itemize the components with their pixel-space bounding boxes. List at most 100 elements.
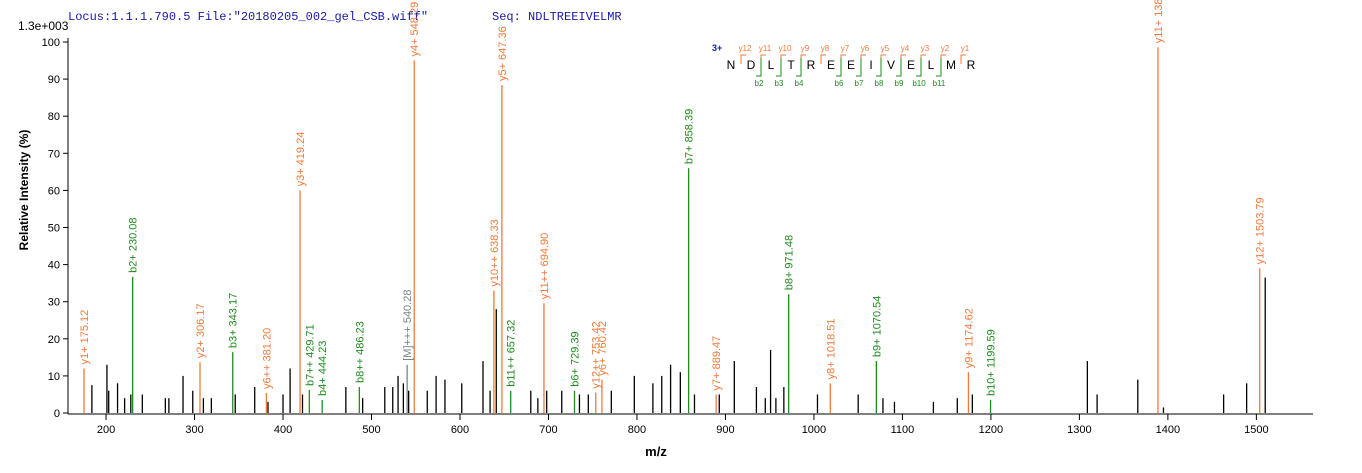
- y-axis-label: Relative Intensity (%): [17, 130, 31, 251]
- peak-label: y2+ 306.17: [195, 303, 207, 358]
- y-ion-bracket: [880, 54, 886, 64]
- y-ion-bracket: [860, 54, 866, 64]
- residue: L: [768, 58, 775, 72]
- x-tick-label: 600: [451, 424, 469, 436]
- peak-label: b3+ 343.17: [228, 293, 240, 348]
- b-ion: b8: [875, 79, 884, 88]
- y-tick-label: 20: [48, 334, 60, 346]
- y-ion-bracket: [800, 54, 806, 64]
- peak-label: y11+ 1388.76: [1153, 0, 1165, 43]
- residue: M: [946, 58, 956, 72]
- x-tick-label: 1100: [891, 424, 915, 436]
- peak-label: b6+ 729.39: [569, 331, 581, 386]
- y-ion: y4: [901, 44, 910, 53]
- b-ion-bracket: [856, 58, 862, 77]
- x-tick-label: 1500: [1244, 424, 1268, 436]
- y-ion: y9: [801, 44, 810, 53]
- b-ion: b7: [855, 79, 864, 88]
- peak-label: y9+ 1174.62: [963, 308, 975, 368]
- y-ion: y5: [881, 44, 890, 53]
- y-ion: y8: [821, 44, 830, 53]
- peak-label: y5+ 647.36: [497, 26, 509, 81]
- y-ion-bracket: [960, 54, 966, 64]
- peak-label: b11++ 657.32: [506, 320, 518, 387]
- y-ion-bracket: [760, 54, 766, 64]
- b-ion: b6: [835, 79, 844, 88]
- x-tick-label: 700: [539, 424, 557, 436]
- peak-label: b8++ 486.23: [354, 321, 366, 383]
- residue: V: [887, 58, 895, 72]
- b-ion: b10: [912, 79, 926, 88]
- peak-label: b7+ 858.39: [684, 109, 696, 164]
- peak-label: b4+ 444.23: [317, 341, 329, 396]
- y-tick-label: 10: [48, 371, 60, 383]
- peak-label: b9+ 1070.54: [871, 296, 883, 357]
- x-tick-label: 1200: [979, 424, 1003, 436]
- y-ion-bracket: [900, 54, 906, 64]
- residue: N: [727, 58, 736, 72]
- peak-label: y10++ 638.33: [489, 219, 501, 286]
- y-ion: y6: [861, 44, 870, 53]
- residue: R: [807, 58, 816, 72]
- b-ion: b3: [775, 79, 784, 88]
- x-tick-label: 400: [274, 424, 292, 436]
- y-ion: y2: [941, 44, 950, 53]
- peak-label: y8+ 1018.51: [825, 318, 837, 379]
- charge-state: 3+: [712, 43, 722, 53]
- chart-title: Locus:1.1.1.790.5 File:"20180205_002_gel…: [68, 10, 428, 24]
- b-ion-bracket: [836, 58, 842, 77]
- residue: E: [907, 58, 915, 72]
- residue: E: [827, 58, 835, 72]
- b-ion: b11: [933, 79, 946, 88]
- y-ion: y3: [921, 44, 930, 53]
- residue: D: [747, 58, 756, 72]
- b-ion: b4: [795, 79, 804, 88]
- y-ion-bracket: [740, 54, 746, 64]
- y-ion-bracket: [920, 54, 926, 64]
- y-tick-label: 100: [42, 37, 60, 49]
- x-tick-label: 1000: [802, 424, 826, 436]
- x-tick-label: 300: [185, 424, 203, 436]
- b-ion-bracket: [896, 58, 902, 77]
- y-tick-label: 30: [48, 297, 60, 309]
- x-axis-label: m/z: [645, 444, 667, 459]
- b-ion-bracket: [876, 58, 882, 77]
- x-tick-label: 800: [628, 424, 646, 436]
- peak-label: y3+ 419.24: [295, 132, 307, 187]
- b-ion: b2: [755, 79, 764, 88]
- y-ion-bracket: [840, 54, 846, 64]
- b-ion-bracket: [776, 58, 782, 77]
- residue: I: [869, 58, 872, 72]
- peak-label: y6+ 760.42: [597, 321, 609, 376]
- x-tick-label: 200: [97, 424, 115, 436]
- y-ion: y1: [961, 44, 970, 53]
- y-tick-label: 70: [48, 148, 60, 160]
- x-tick-label: 500: [362, 424, 380, 436]
- y-tick-label: 0: [54, 408, 60, 420]
- residue: L: [928, 58, 935, 72]
- x-tick-label: 1300: [1067, 424, 1091, 436]
- peak-label: y11++ 694.90: [539, 233, 551, 299]
- peak-label: y6++ 381.20: [261, 328, 273, 389]
- b-ion-bracket: [756, 58, 762, 77]
- y-ion: y7: [841, 44, 850, 53]
- peak-label: y4+ 548.29: [409, 2, 421, 57]
- b-ion-bracket: [916, 58, 922, 77]
- y-ion: y12: [739, 44, 752, 53]
- x-tick-label: 1400: [1156, 424, 1180, 436]
- peak-label: y7+ 889.47: [711, 336, 723, 391]
- x-tick-label: 900: [716, 424, 734, 436]
- peak-label: y12+ 1503.79: [1255, 197, 1267, 264]
- residue: T: [787, 58, 795, 72]
- y-tick-label: 90: [48, 74, 60, 86]
- y-tick-label: 50: [48, 223, 60, 235]
- y-ion: y10: [779, 44, 792, 53]
- residue: E: [847, 58, 855, 72]
- intensity-max-label: 1.3e+003: [18, 19, 69, 33]
- residue: R: [967, 58, 976, 72]
- b-ion-bracket: [936, 58, 942, 77]
- peak-label: b10+ 1199.59: [986, 329, 998, 396]
- peak-label: [M]+++ 540.28: [402, 290, 414, 361]
- peak-label: y1+ 175.12: [79, 310, 91, 365]
